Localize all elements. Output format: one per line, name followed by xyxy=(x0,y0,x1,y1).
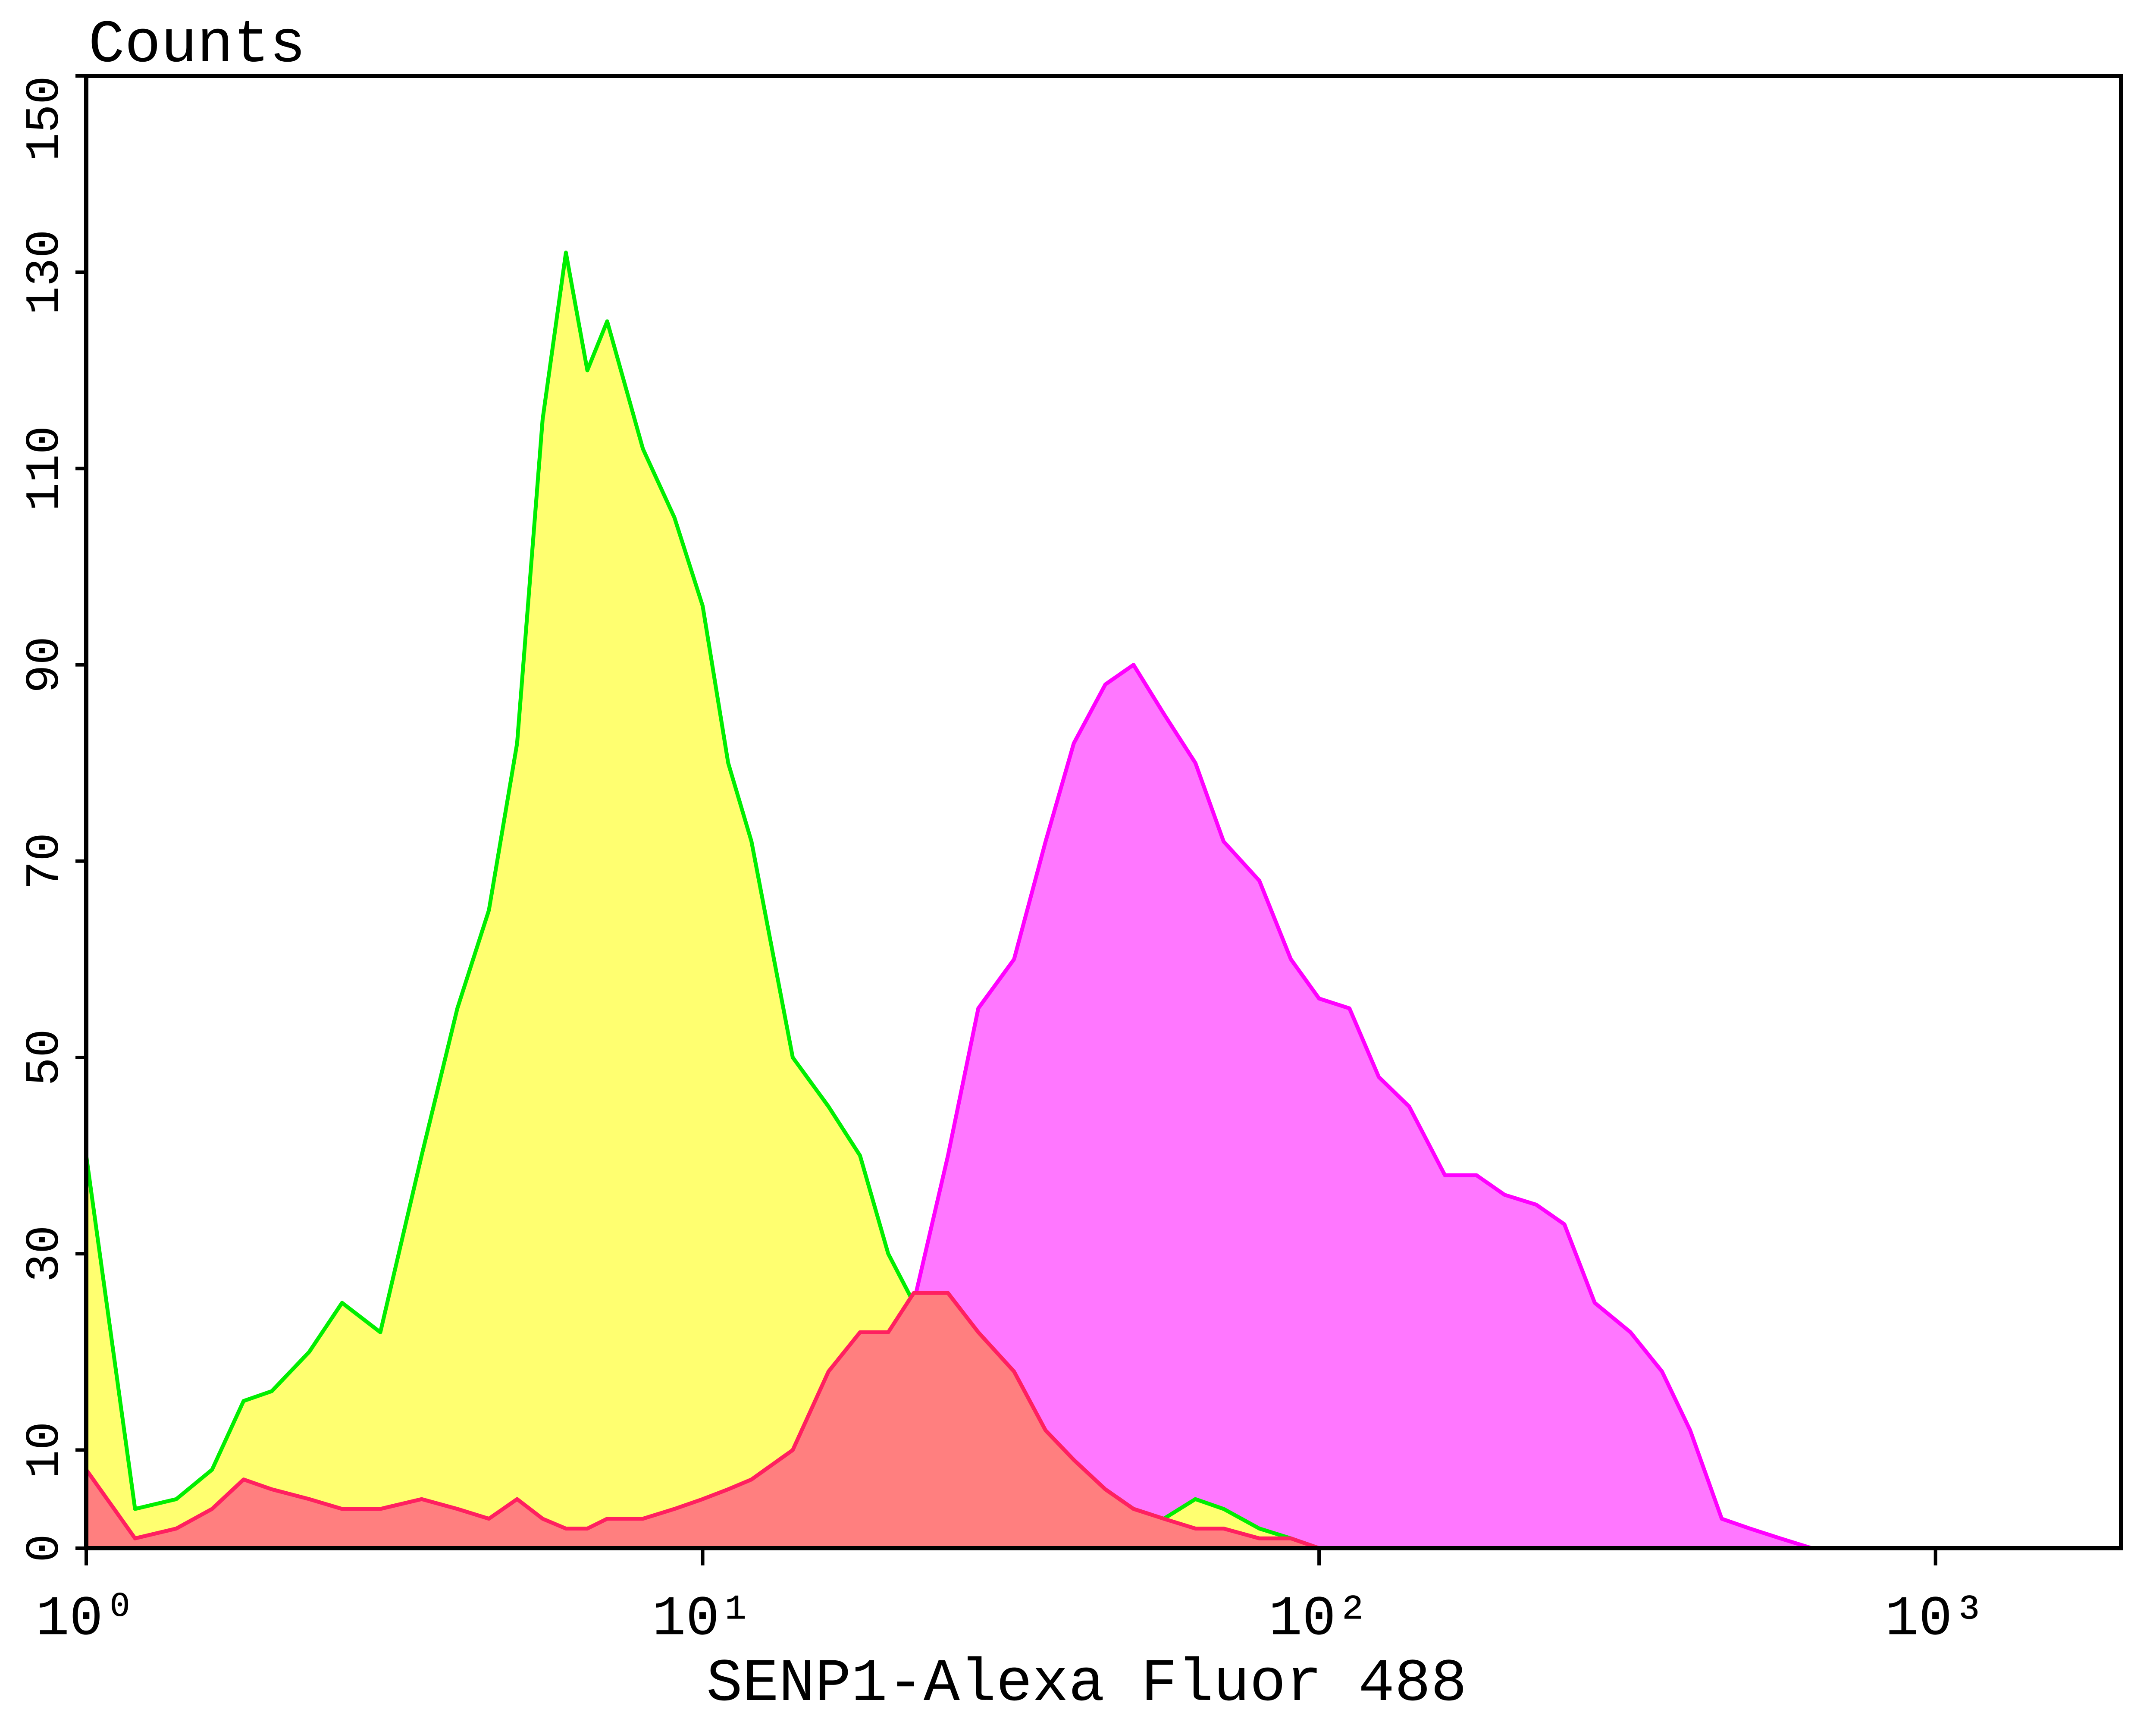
histogram-area xyxy=(86,252,1936,1549)
y-tick-label: 90 xyxy=(19,637,72,693)
x-axis-title: SENP1-Alexa Fluor 488 xyxy=(706,1650,1467,1719)
histogram-area xyxy=(86,665,1936,1548)
y-axis-title: Counts xyxy=(88,11,306,80)
histogram-area xyxy=(86,1293,1936,1548)
y-tick-label: 0 xyxy=(19,1534,72,1562)
x-tick-label: 10⁰ xyxy=(36,1588,137,1651)
y-tick-label: 50 xyxy=(19,1029,72,1086)
y-tick-label: 10 xyxy=(19,1421,72,1478)
x-tick-label: 10³ xyxy=(1885,1588,1986,1651)
x-tick-label: 10¹ xyxy=(652,1588,753,1651)
x-tick-label: 10² xyxy=(1269,1588,1369,1651)
plot-frame xyxy=(84,74,2123,1550)
y-tick-label: 150 xyxy=(19,76,72,161)
y-tick-label: 70 xyxy=(19,833,72,890)
y-tick-label: 30 xyxy=(19,1225,72,1282)
y-tick-label: 110 xyxy=(19,426,72,511)
y-tick-label: 130 xyxy=(19,229,72,315)
